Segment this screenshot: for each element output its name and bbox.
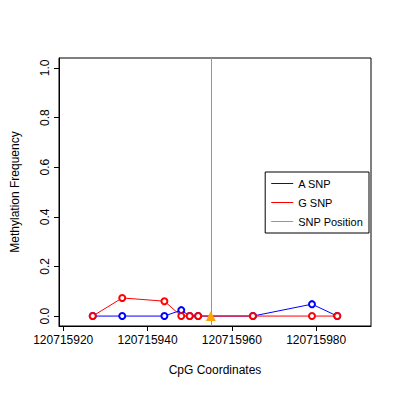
svg-text:CpG Coordinates: CpG Coordinates [169, 363, 262, 377]
svg-text:120715940: 120715940 [118, 333, 178, 347]
svg-text:120715980: 120715980 [286, 333, 346, 347]
svg-text:SNP Position: SNP Position [298, 216, 363, 228]
svg-text:0.6: 0.6 [38, 159, 52, 176]
svg-text:0.0: 0.0 [38, 307, 52, 324]
svg-text:0.2: 0.2 [38, 258, 52, 275]
svg-text:0.8: 0.8 [38, 109, 52, 126]
svg-text:120715960: 120715960 [202, 333, 262, 347]
svg-text:Methylation Frequency: Methylation Frequency [8, 131, 22, 252]
svg-text:A SNP: A SNP [298, 178, 330, 190]
svg-text:1.0: 1.0 [38, 59, 52, 76]
svg-text:0.4: 0.4 [38, 208, 52, 225]
svg-text:G SNP: G SNP [298, 197, 332, 209]
svg-text:120715920: 120715920 [33, 333, 93, 347]
